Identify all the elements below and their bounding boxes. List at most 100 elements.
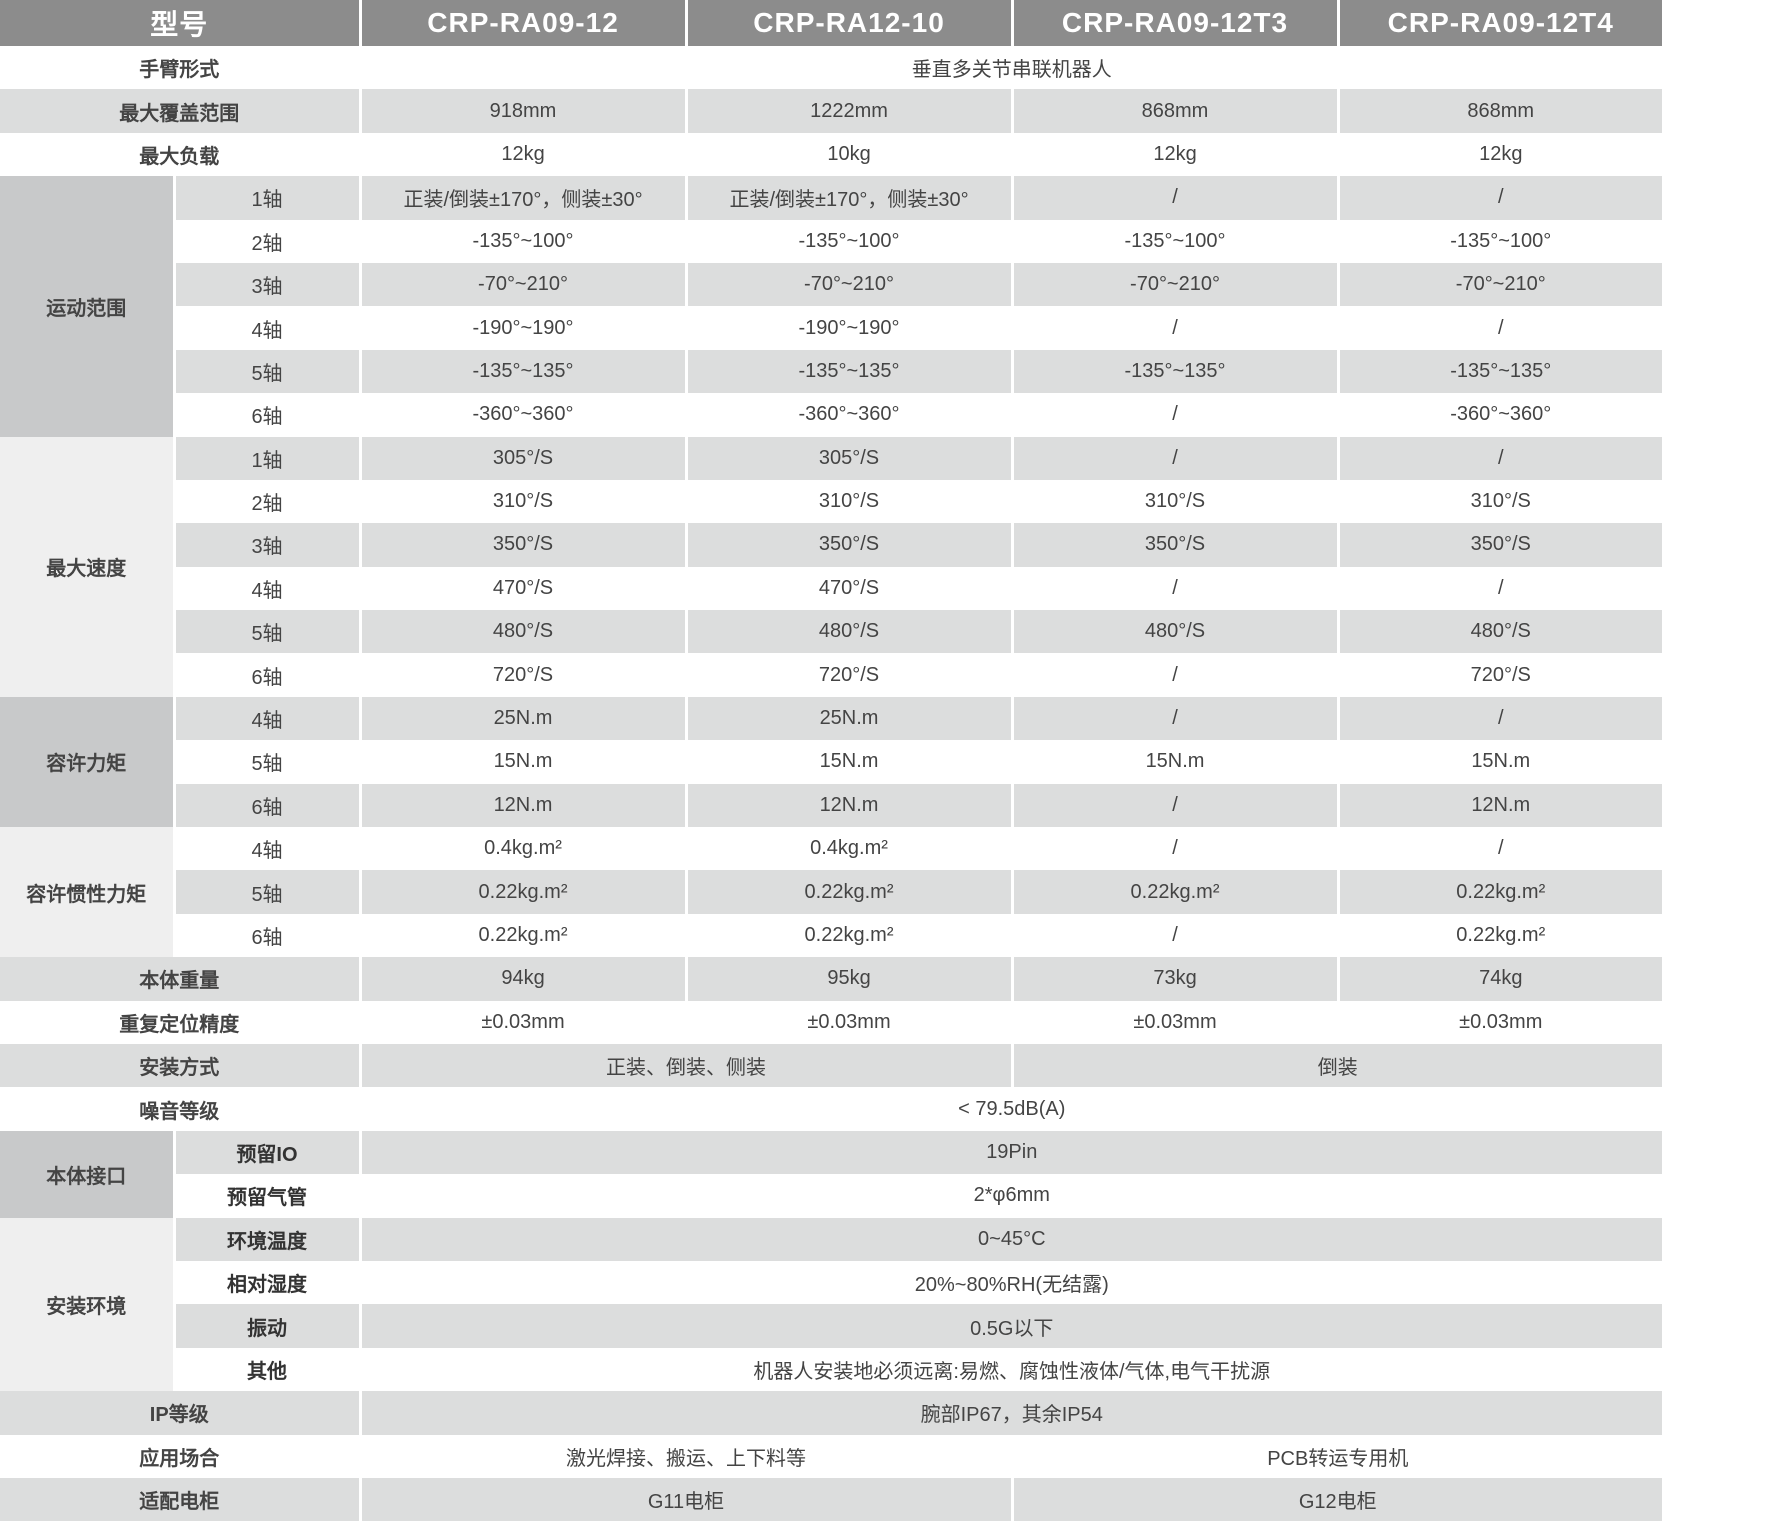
spec-value: 激光焊接、搬运、上下料等	[360, 1434, 1014, 1478]
spec-value: 1222mm	[686, 89, 1014, 133]
sub-label: 6轴	[174, 393, 362, 437]
sub-label: 6轴	[174, 783, 362, 828]
spec-value: -360°~360°	[360, 393, 688, 437]
spec-value: 25N.m	[360, 696, 688, 741]
table-row: 最大覆盖范围 918mm 1222mm 868mm 868mm	[0, 89, 1663, 133]
spec-value: 0.22kg.m²	[360, 870, 688, 914]
spec-value: 0.5G以下	[360, 1304, 1663, 1348]
group-label: 本体接口	[0, 1130, 176, 1218]
spec-value: /	[1012, 566, 1340, 611]
spec-value: -190°~190°	[360, 306, 688, 350]
row-label: 本体重量	[0, 957, 362, 1001]
table-row: 4轴 -190°~190° -190°~190° / /	[0, 306, 1663, 350]
table-row: 5轴 -135°~135° -135°~135° -135°~135° -135°~13…	[0, 349, 1663, 394]
spec-value: 350°/S	[1012, 523, 1340, 567]
spec-value: 机器人安装地必须远离:易燃、腐蚀性液体/气体,电气干扰源	[360, 1347, 1663, 1392]
spec-value: 15N.m	[686, 740, 1014, 784]
spec-value: /	[1012, 176, 1340, 220]
table-row: 预留气管 2*φ6mm	[0, 1174, 1663, 1218]
sub-label: 4轴	[174, 827, 362, 871]
sub-label: 环境温度	[174, 1217, 362, 1261]
sub-label: 1轴	[174, 436, 362, 480]
spec-value: 12N.m	[360, 783, 688, 828]
spec-value: 12N.m	[686, 783, 1014, 828]
spec-value: -135°~135°	[1338, 349, 1663, 394]
table-row: 容许惯性力矩 4轴 0.4kg.m² 0.4kg.m² / /	[0, 827, 1663, 958]
spec-value: -70°~210°	[1012, 262, 1340, 307]
sub-label: 2轴	[174, 219, 362, 263]
header-model-3: CRP-RA09-12T3	[1012, 0, 1340, 46]
row-label: 最大覆盖范围	[0, 89, 362, 133]
sub-label: 5轴	[174, 740, 362, 784]
spec-table: 型号 CRP-RA09-12 CRP-RA12-10 CRP-RA09-12T3 CR…	[0, 0, 1663, 1522]
spec-value: -190°~190°	[686, 306, 1014, 350]
spec-value: 310°/S	[1012, 479, 1340, 524]
table-row: IP等级 腕部IP67，其余IP54	[0, 1391, 1663, 1435]
group-label: 安装环境	[0, 1217, 176, 1392]
spec-value: 15N.m	[1338, 740, 1663, 784]
spec-value: -135°~100°	[1338, 219, 1663, 263]
table-row: 振动 0.5G以下	[0, 1304, 1663, 1348]
table-row: 3轴 350°/S 350°/S 350°/S 350°/S	[0, 523, 1663, 567]
header-row: 型号 CRP-RA09-12 CRP-RA12-10 CRP-RA09-12T3 CR…	[0, 0, 1663, 46]
spec-value: 正装、倒装、侧装	[360, 1043, 1014, 1088]
spec-value: < 79.5dB(A)	[360, 1087, 1663, 1131]
spec-value: 15N.m	[360, 740, 688, 784]
spec-value: ±0.03mm	[360, 1000, 688, 1044]
table-row: 6轴 720°/S 720°/S/720°/S	[0, 653, 1663, 697]
group-label: 容许力矩	[0, 696, 176, 828]
header-model-label: 型号	[0, 0, 362, 46]
spec-value: 12kg	[360, 132, 688, 177]
sub-label: 振动	[174, 1304, 362, 1348]
table-row: 噪音等级 < 79.5dB(A)	[0, 1087, 1663, 1131]
spec-value: 310°/S	[1338, 479, 1663, 524]
spec-value: 95kg	[686, 957, 1014, 1001]
spec-value: 73kg	[1012, 957, 1340, 1001]
header-model-1: CRP-RA09-12	[360, 0, 688, 46]
sub-label: 预留IO	[174, 1130, 362, 1175]
row-label: 安装方式	[0, 1043, 362, 1088]
spec-value: /	[1012, 436, 1340, 480]
sub-label: 3轴	[174, 523, 362, 567]
spec-value: /	[1012, 783, 1340, 828]
spec-value: -135°~100°	[686, 219, 1014, 263]
sub-label: 3轴	[174, 262, 362, 307]
table-row: 6轴 12N.m 12N.m/12N.m	[0, 783, 1663, 828]
spec-value: 0.22kg.m²	[686, 913, 1014, 958]
sub-label: 其他	[174, 1347, 362, 1392]
header-model-4: CRP-RA09-12T4	[1338, 0, 1663, 46]
spec-value: 0.22kg.m²	[360, 913, 688, 958]
spec-value: /	[1338, 176, 1663, 220]
spec-value: /	[1338, 436, 1663, 480]
row-label: 最大负载	[0, 132, 362, 177]
sub-label: 6轴	[174, 913, 362, 958]
spec-value: ±0.03mm	[686, 1000, 1014, 1044]
spec-value: /	[1012, 653, 1340, 697]
spec-value: 868mm	[1012, 89, 1340, 133]
table-row: 6轴 -360°~360° -360°~360° / -360°~360°	[0, 393, 1663, 437]
spec-value: -135°~135°	[360, 349, 688, 394]
spec-value: 12N.m	[1338, 783, 1663, 828]
spec-value: 350°/S	[686, 523, 1014, 567]
sub-label: 4轴	[174, 566, 362, 611]
sub-label: 预留气管	[174, 1174, 362, 1218]
spec-value: 0.22kg.m²	[1012, 870, 1340, 914]
table-row: 2轴 -135°~100° -135°~100° -135°~100° -135°~10…	[0, 219, 1663, 263]
spec-value: 2*φ6mm	[360, 1174, 1663, 1218]
spec-value: 0.22kg.m²	[686, 870, 1014, 914]
table-row: 应用场合 激光焊接、搬运、上下料等 PCB转运专用机	[0, 1434, 1663, 1478]
spec-value: -70°~210°	[686, 262, 1014, 307]
table-row: 3轴 -70°~210° -70°~210° -70°~210° -70°~210°	[0, 262, 1663, 307]
table-row: 6轴 0.22kg.m² 0.22kg.m²/0.22kg.m²	[0, 913, 1663, 958]
spec-value: -135°~135°	[1012, 349, 1340, 394]
spec-value: G12电柜	[1012, 1477, 1663, 1522]
spec-value: 25N.m	[686, 696, 1014, 741]
spec-value: 74kg	[1338, 957, 1663, 1001]
table-row: 2轴 310°/S 310°/S 310°/S 310°/S	[0, 479, 1663, 524]
table-row: 安装方式 正装、倒装、侧装 倒装	[0, 1043, 1663, 1088]
spec-value: 12kg	[1012, 132, 1340, 177]
spec-value: /	[1012, 827, 1340, 871]
spec-value: /	[1012, 696, 1340, 741]
spec-value: 12kg	[1338, 132, 1663, 177]
spec-value: 305°/S	[360, 436, 688, 480]
